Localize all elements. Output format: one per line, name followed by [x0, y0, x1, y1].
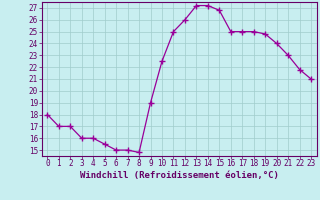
X-axis label: Windchill (Refroidissement éolien,°C): Windchill (Refroidissement éolien,°C) [80, 171, 279, 180]
